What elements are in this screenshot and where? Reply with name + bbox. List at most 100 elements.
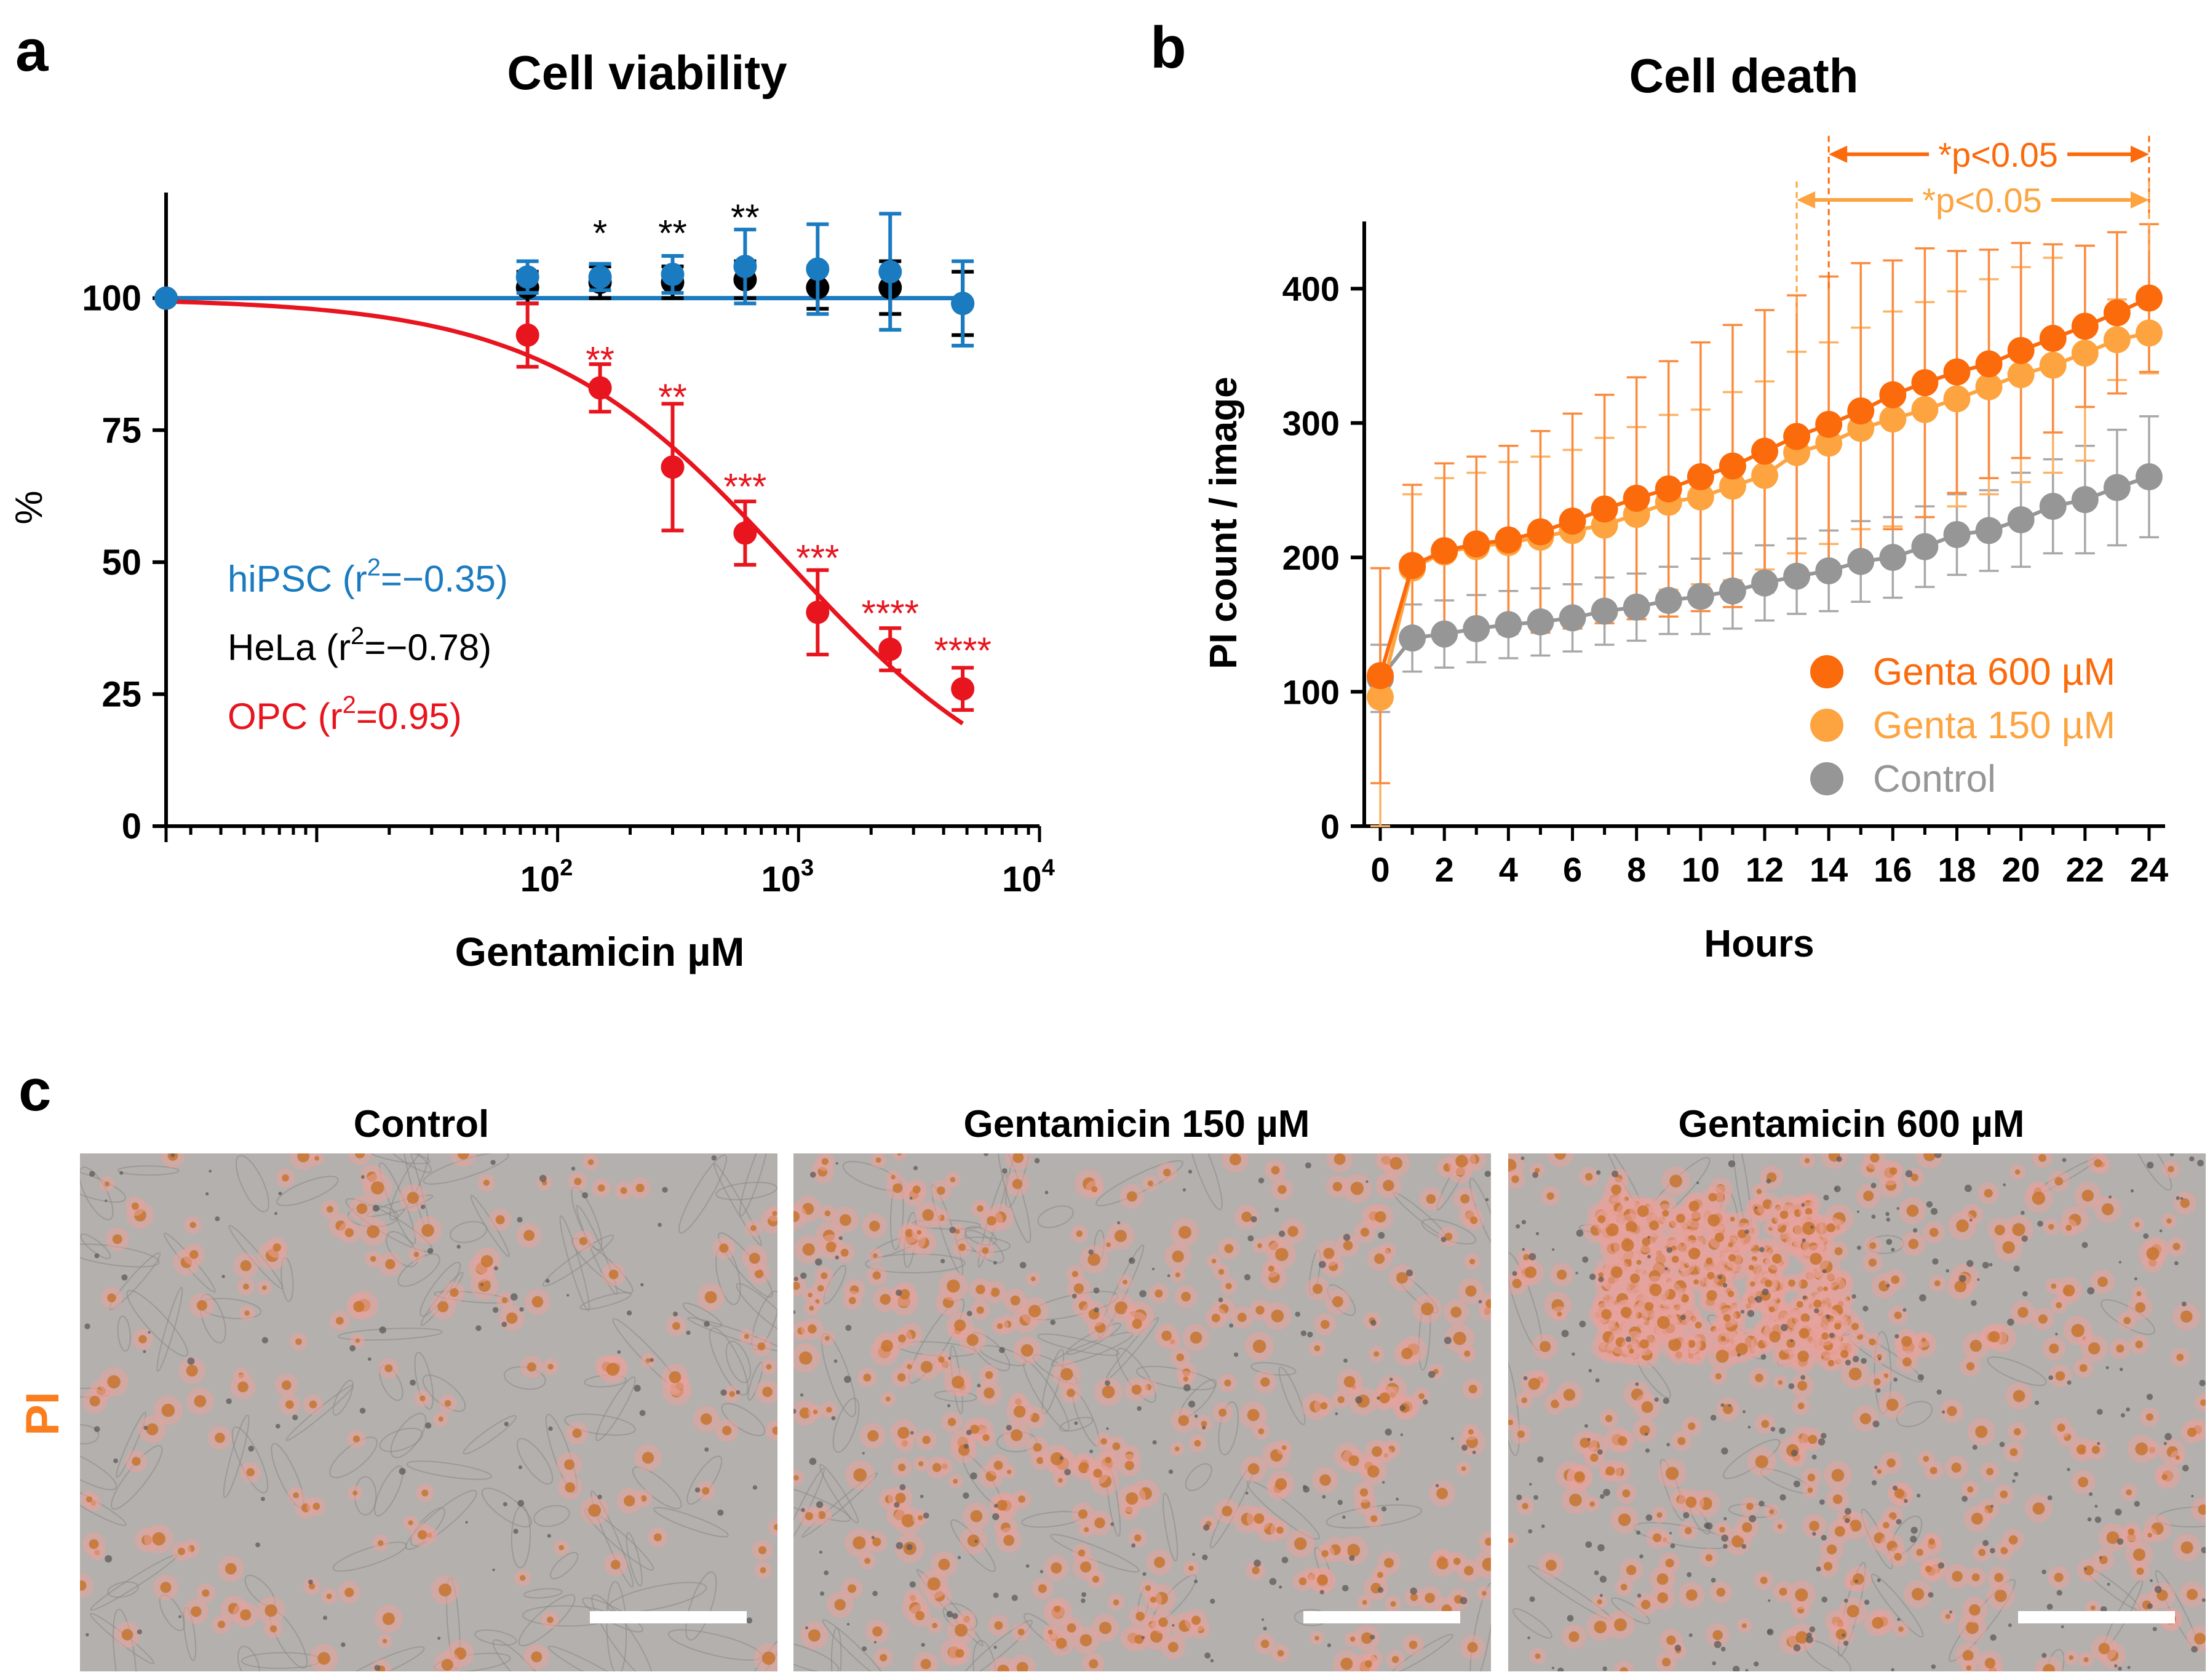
cell-outline (329, 1436, 378, 1478)
pi-positive-cell (1545, 1559, 1557, 1571)
pi-positive-cell (897, 1334, 906, 1343)
debris (1183, 1383, 1191, 1391)
debris (1760, 1354, 1767, 1360)
debris (1819, 1499, 1825, 1505)
pi-positive-cell (1522, 1503, 1528, 1510)
pi-positive-cell (1320, 1320, 1330, 1329)
debris (2180, 1196, 2184, 1200)
pi-positive-cell (2079, 1364, 2088, 1372)
debris (1074, 1421, 1078, 1425)
micrograph-control (80, 1153, 777, 1671)
marker-genta-150-m (1911, 396, 1939, 423)
cell-outline (116, 1411, 147, 1478)
debris (1936, 1389, 1942, 1395)
debris (2047, 1495, 2053, 1500)
pi-positive-cell (495, 1215, 505, 1225)
pi-positive-cell (1868, 1258, 1877, 1267)
pi-positive-cell (813, 1409, 818, 1414)
pi-positive-cell (1163, 1168, 1171, 1177)
pi-positive-cell (2055, 1371, 2065, 1381)
x-tick-label: 14 (1810, 850, 1848, 889)
pi-positive-cell (1688, 1248, 1701, 1260)
debris (1959, 1275, 1966, 1283)
pi-positive-cell (1557, 1311, 1562, 1317)
debris (1343, 1358, 1348, 1363)
pi-positive-cell (1883, 1522, 1890, 1529)
debris (349, 1345, 356, 1352)
cell-outline (450, 1220, 488, 1243)
debris (2154, 1585, 2162, 1593)
cell-outline (1037, 1333, 1120, 1356)
marker-genta-150-m (1719, 472, 1746, 500)
debris (992, 1513, 1000, 1521)
pi-positive-cell (2054, 1572, 2064, 1582)
marker (154, 286, 178, 310)
pi-positive-cell (2088, 1342, 2101, 1355)
pi-positive-cell (1986, 1468, 1994, 1476)
marker (951, 677, 975, 701)
bracket-label: *p<0.05 (1938, 135, 2058, 174)
pi-positive-cell (758, 1546, 767, 1555)
debris (1441, 1236, 1447, 1243)
debris (1006, 1425, 1012, 1431)
debris (379, 1326, 386, 1334)
image-title-control: Control (354, 1103, 489, 1145)
debris (1460, 1597, 1468, 1605)
pi-positive-cell (1853, 1573, 1864, 1585)
pi-positive-cell (2176, 1353, 2184, 1361)
debris (1142, 1572, 1147, 1576)
debris (1912, 1228, 1918, 1233)
pi-positive-cell (950, 1177, 956, 1182)
pi-positive-cell (1649, 1220, 1659, 1230)
pi-positive-cell (799, 1407, 811, 1419)
pi-positive-cell (772, 1211, 777, 1216)
debris (1666, 1443, 1670, 1447)
debris (952, 1613, 958, 1619)
debris (872, 1591, 878, 1596)
pi-positive-cell (1749, 1281, 1755, 1287)
debris (2012, 1479, 2016, 1483)
debris (862, 1452, 865, 1455)
pi-positive-cell (189, 1222, 196, 1228)
pi-positive-cell (1211, 1313, 1220, 1323)
micrograph-genta600 (1508, 1153, 2206, 1671)
pi-positive-cell (2123, 1316, 2131, 1324)
pi-positive-cell (1707, 1214, 1720, 1227)
marker (661, 263, 685, 287)
debris (1864, 1599, 1870, 1605)
debris (1843, 1641, 1849, 1646)
pi-positive-cell (1693, 1279, 1699, 1285)
pi-positive-cell (772, 1426, 777, 1435)
pi-positive-cell (867, 1430, 879, 1442)
pi-positive-cell (1444, 1232, 1453, 1241)
debris (1561, 1329, 1569, 1337)
pi-positive-cell (2051, 1283, 2057, 1289)
debris (1322, 1495, 1326, 1499)
pi-positive-cell (1091, 1186, 1098, 1193)
debris (1529, 1596, 1535, 1602)
marker-control (2135, 463, 2163, 491)
pi-positive-cell (1274, 1478, 1287, 1491)
cell-outline (1246, 1480, 1320, 1540)
pi-positive-cell (1597, 1215, 1606, 1224)
bracket-label-bg (1913, 179, 2052, 219)
cell-outline (819, 1463, 859, 1524)
debris (1582, 1256, 1589, 1263)
pi-positive-cell (1113, 1599, 1119, 1606)
marker-genta-150-m (1687, 483, 1714, 511)
debris (833, 1359, 838, 1363)
debris (113, 1458, 118, 1463)
debris (1305, 1162, 1311, 1169)
pi-positive-cell (610, 1559, 621, 1570)
debris (1584, 1424, 1588, 1428)
marker (588, 376, 612, 400)
pi-positive-cell (317, 1652, 330, 1665)
debris (1654, 1397, 1659, 1402)
debris (1723, 1543, 1728, 1549)
data-point-opc (733, 500, 757, 567)
legend-superscript: 2 (351, 623, 364, 650)
pi-positive-cell (1222, 1506, 1233, 1517)
pi-positive-cell (202, 1589, 210, 1597)
pi-positive-cell (1848, 1367, 1862, 1380)
